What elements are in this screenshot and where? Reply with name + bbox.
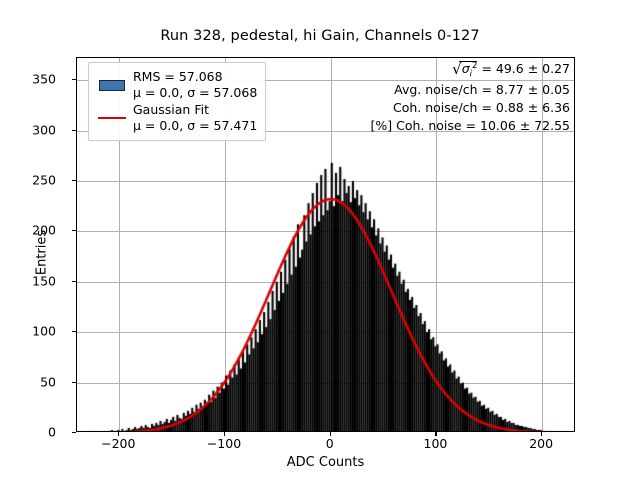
legend-fit-line2: μ = 0.0, σ = 57.471	[133, 118, 258, 133]
stat-line-rms-noise: √ σi2 = 49.6 ± 0.27	[370, 60, 570, 81]
x-tick-label: 200	[529, 436, 554, 451]
legend-label-fit: Gaussian Fit μ = 0.0, σ = 57.471	[129, 102, 257, 134]
legend-label-histogram: RMS = 57.068 μ = 0.0, σ = 57.068	[129, 69, 257, 101]
x-tick-mark	[541, 432, 543, 436]
legend-histogram-line1: RMS = 57.068	[133, 69, 223, 84]
y-tick-label: 350	[32, 71, 56, 87]
y-tick-label: 250	[32, 172, 56, 188]
stat-rms-noise-value: = 49.6 ± 0.27	[481, 61, 570, 77]
y-tick-mark	[72, 129, 76, 131]
legend-fit-line1: Gaussian Fit	[133, 102, 209, 117]
y-tick-label: 300	[32, 122, 56, 138]
legend-line-icon	[95, 116, 129, 120]
x-tick-mark	[224, 432, 226, 436]
y-tick-mark	[72, 79, 76, 81]
stat-line-coh-noise: Coh. noise/ch = 0.88 ± 6.36	[392, 99, 570, 115]
x-tick-label: −100	[206, 436, 242, 451]
sqrt-icon: √ σi2	[452, 60, 478, 80]
legend-item-histogram: RMS = 57.068 μ = 0.0, σ = 57.068	[95, 69, 257, 101]
x-tick-mark	[329, 432, 331, 436]
y-tick-mark	[72, 432, 76, 434]
x-tick-mark	[118, 432, 120, 436]
legend[interactable]: RMS = 57.068 μ = 0.0, σ = 57.068 Gaussia…	[88, 62, 267, 141]
y-tick-label: 0	[48, 424, 56, 440]
y-tick-mark	[72, 280, 76, 282]
x-axis-label: ADC Counts	[286, 455, 365, 470]
legend-histogram-line2: μ = 0.0, σ = 57.068	[133, 85, 258, 100]
y-axis-label: Entries	[34, 229, 50, 276]
y-tick-mark	[72, 230, 76, 232]
stat-line-coh-noise-pct: [%] Coh. noise = 10.06 ± 72.55	[370, 117, 570, 133]
plot-area	[76, 57, 575, 432]
x-tick-label: 100	[423, 436, 448, 451]
y-tick-mark	[72, 179, 76, 182]
y-tick-mark	[72, 381, 76, 383]
y-tick-label: 100	[32, 323, 56, 339]
y-tick-mark	[72, 331, 76, 333]
x-tick-label: 0	[325, 436, 334, 451]
legend-item-fit: Gaussian Fit μ = 0.0, σ = 57.471	[95, 102, 257, 134]
stat-line-avg-noise: Avg. noise/ch = 8.77 ± 0.05	[394, 81, 570, 97]
page-title: Run 328, pedestal, hi Gain, Channels 0-1…	[160, 28, 480, 44]
y-tick-label: 50	[40, 374, 56, 390]
statistics-annotation: √ σi2 = 49.6 ± 0.27 Avg. noise/ch = 8.77 …	[370, 60, 570, 135]
y-tick-label: 200	[32, 222, 56, 238]
x-tick-mark	[435, 432, 437, 436]
legend-patch-icon	[95, 79, 129, 91]
x-tick-label: −200	[101, 436, 136, 451]
y-tick-label: 150	[32, 273, 56, 289]
